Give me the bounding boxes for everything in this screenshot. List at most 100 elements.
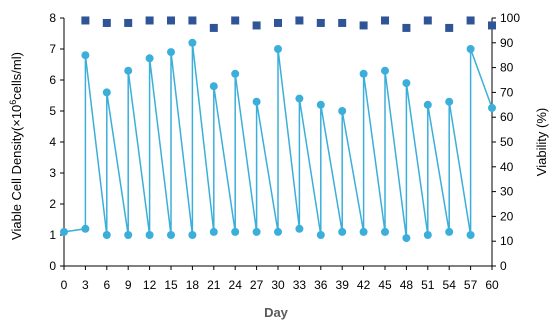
vcd-data-point — [316, 100, 325, 109]
vcd-data-point — [81, 51, 90, 60]
x-tick-label: 39 — [336, 278, 350, 292]
x-tick-label: 9 — [125, 278, 132, 292]
y-left-tick-label: 7 — [49, 42, 56, 56]
y-right-tick-label: 20 — [500, 209, 514, 223]
vcd-data-point — [423, 100, 432, 109]
y-left-label-sup: 6 — [8, 100, 18, 105]
y-left-tick-label: 5 — [49, 104, 56, 118]
vcd-data-point — [252, 227, 261, 236]
y-left-label-prefix: Viable Cell Density(×10 — [9, 105, 24, 240]
vcd-data-point — [167, 231, 175, 239]
viability-data-point — [423, 16, 432, 25]
y-left-tick-label: 2 — [49, 197, 56, 211]
x-tick-label: 18 — [186, 278, 200, 292]
vcd-data-point — [60, 227, 68, 236]
vcd-data-point — [445, 227, 454, 236]
vcd-data-point — [359, 227, 368, 236]
y-right-tick-label: 60 — [500, 110, 514, 124]
viability-data-point — [295, 16, 304, 25]
vcd-data-point — [402, 79, 411, 88]
viability-data-point — [145, 16, 154, 25]
vcd-data-point — [188, 231, 197, 239]
viability-data-point — [359, 21, 368, 30]
x-tick-label: 42 — [357, 278, 371, 292]
x-tick-label: 45 — [378, 278, 392, 292]
vcd-data-point — [402, 234, 411, 243]
x-tick-label: 57 — [464, 278, 478, 292]
y-right-tick-label: 70 — [500, 85, 514, 99]
series-viability — [81, 16, 496, 32]
x-tick-label: 3 — [82, 278, 89, 292]
vcd-data-point — [488, 103, 496, 112]
y-right-ticks: 0 10 20 30 40 50 60 70 80 90 100 — [492, 11, 520, 273]
vcd-data-point — [124, 66, 133, 75]
y-left-tick-label: 3 — [49, 166, 56, 180]
x-tick-label: 0 — [61, 278, 68, 292]
y-right-tick-label: 100 — [500, 11, 520, 25]
vcd-data-point — [445, 97, 454, 106]
vcd-data-point — [295, 224, 304, 233]
viability-data-point — [167, 16, 175, 25]
vcd-data-point — [209, 82, 218, 91]
y-right-tick-label: 50 — [500, 135, 514, 149]
vcd-data-point — [295, 94, 304, 103]
viability-data-point — [338, 18, 347, 27]
y-left-tick-label: 1 — [49, 228, 56, 242]
y-right-tick-label: 0 — [500, 259, 507, 273]
vcd-data-point — [338, 227, 347, 236]
vcd-data-point — [338, 107, 347, 115]
x-tick-label: 24 — [229, 278, 243, 292]
viability-data-point — [488, 21, 496, 30]
y-axis-left-label: Viable Cell Density(×106cells/ml) — [8, 52, 24, 240]
viability-data-point — [402, 23, 411, 32]
vcd-data-point — [274, 45, 282, 53]
vcd-data-point — [423, 231, 432, 239]
viability-data-point — [102, 18, 111, 27]
x-tick-label: 51 — [421, 278, 435, 292]
x-axis-label: Day — [264, 305, 289, 320]
vcd-data-point — [359, 69, 368, 78]
x-tick-label: 60 — [485, 278, 499, 292]
y-left-label-suffix: cells/ml) — [9, 52, 24, 100]
viability-data-point — [316, 18, 325, 27]
viability-data-point — [209, 23, 218, 32]
vcd-data-point — [381, 66, 389, 75]
vcd-data-point — [209, 227, 218, 236]
viability-data-point — [445, 23, 454, 32]
series-viable-cell-density — [60, 38, 496, 243]
viability-data-point — [188, 16, 197, 25]
viability-data-point — [252, 21, 261, 30]
viability-data-point — [124, 18, 133, 27]
viability-data-point — [81, 16, 90, 25]
vcd-data-point — [102, 88, 111, 97]
vcd-data-point — [124, 231, 133, 239]
x-tick-label: 36 — [314, 278, 328, 292]
x-ticks: 0 3 6 9 12 15 18 21 24 27 30 33 36 39 42 45 48 51 54 57 60 — [61, 266, 499, 292]
viability-data-point — [274, 18, 282, 27]
vcd-data-point — [381, 227, 389, 236]
vcd-data-point — [102, 231, 111, 239]
viability-data-point — [381, 16, 389, 25]
y-left-tick-label: 8 — [49, 11, 56, 25]
y-right-tick-label: 10 — [500, 234, 514, 248]
viability-data-point — [466, 16, 475, 25]
vcd-data-point — [145, 231, 154, 239]
y-left-tick-label: 6 — [49, 73, 56, 87]
vcd-data-point — [145, 54, 154, 63]
vcd-data-point — [466, 45, 475, 53]
x-tick-label: 6 — [103, 278, 110, 292]
y-left-tick-label: 0 — [49, 259, 56, 273]
y-axis-right-label: Viability (%) — [534, 108, 549, 176]
x-tick-label: 21 — [207, 278, 221, 292]
y-right-tick-label: 90 — [500, 36, 514, 50]
x-tick-label: 15 — [164, 278, 178, 292]
x-tick-label: 33 — [293, 278, 307, 292]
vcd-data-point — [167, 48, 175, 57]
viability-data-point — [231, 16, 240, 25]
y-right-tick-label: 30 — [500, 185, 514, 199]
vcd-data-point — [466, 231, 475, 239]
x-tick-label: 54 — [443, 278, 457, 292]
vcd-data-point — [231, 227, 240, 236]
y-left-tick-label: 4 — [49, 135, 56, 149]
